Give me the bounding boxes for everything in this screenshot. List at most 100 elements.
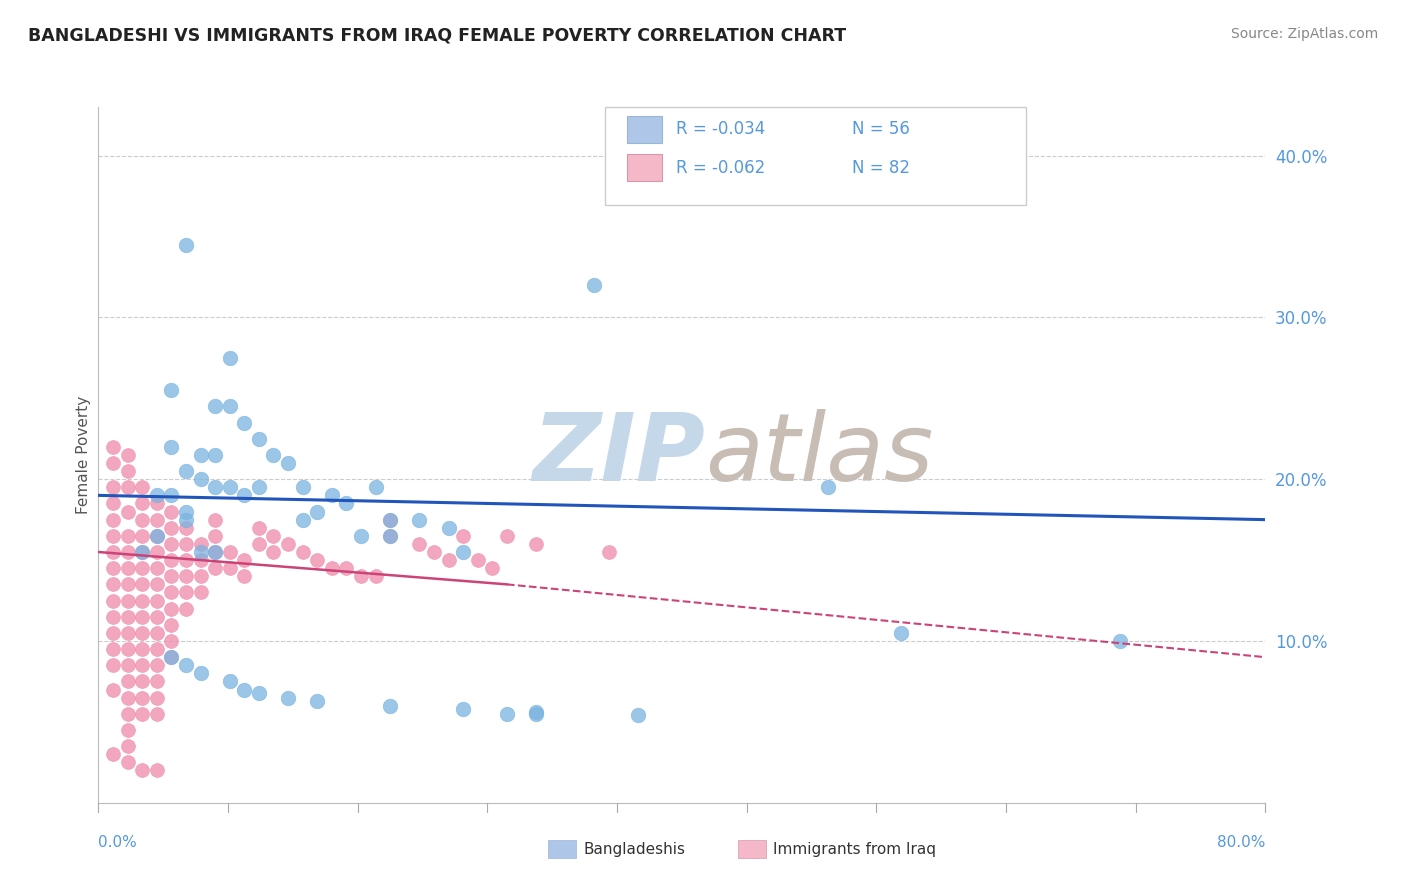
Point — [218, 480, 240, 494]
Text: N = 82: N = 82 — [852, 159, 910, 177]
Point — [218, 674, 240, 689]
Point — [174, 504, 197, 518]
Point — [101, 529, 124, 543]
Point — [524, 537, 547, 551]
Point — [583, 278, 606, 293]
Point — [190, 569, 212, 583]
Point — [307, 504, 329, 518]
Point — [117, 739, 139, 754]
Text: N = 56: N = 56 — [852, 120, 910, 138]
Text: ZIP: ZIP — [533, 409, 706, 501]
Point — [101, 682, 124, 697]
Point — [160, 440, 183, 454]
Point — [524, 705, 547, 719]
Point — [378, 513, 402, 527]
Point — [160, 537, 183, 551]
Point — [117, 504, 139, 518]
Point — [277, 537, 299, 551]
Point — [117, 609, 139, 624]
Point — [437, 553, 460, 567]
Point — [423, 545, 446, 559]
Point — [131, 658, 153, 673]
Point — [335, 496, 357, 510]
Point — [101, 440, 124, 454]
Point — [204, 561, 226, 575]
Text: R = -0.034: R = -0.034 — [676, 120, 765, 138]
Point — [131, 674, 153, 689]
Point — [101, 480, 124, 494]
Point — [146, 706, 169, 721]
Point — [1108, 634, 1130, 648]
Point — [131, 545, 153, 559]
Point — [146, 626, 169, 640]
Point — [160, 553, 183, 567]
Point — [247, 686, 270, 700]
Point — [233, 488, 256, 502]
Point — [101, 561, 124, 575]
Point — [378, 529, 402, 543]
Point — [101, 577, 124, 591]
Point — [117, 529, 139, 543]
Point — [408, 513, 430, 527]
Point — [117, 674, 139, 689]
Point — [101, 609, 124, 624]
Point — [524, 706, 547, 721]
Text: 0.0%: 0.0% — [98, 836, 138, 850]
Point — [190, 666, 212, 681]
Point — [277, 690, 299, 705]
Point — [131, 577, 153, 591]
Point — [291, 545, 314, 559]
Point — [890, 626, 912, 640]
Point — [146, 609, 169, 624]
Text: BANGLADESHI VS IMMIGRANTS FROM IRAQ FEMALE POVERTY CORRELATION CHART: BANGLADESHI VS IMMIGRANTS FROM IRAQ FEMA… — [28, 27, 846, 45]
Point — [247, 537, 270, 551]
Point — [160, 601, 183, 615]
Point — [117, 448, 139, 462]
Point — [131, 764, 153, 778]
Point — [262, 529, 284, 543]
Point — [174, 237, 197, 252]
Point — [174, 569, 197, 583]
Point — [131, 593, 153, 607]
Point — [146, 545, 169, 559]
Point — [160, 585, 183, 599]
Point — [101, 496, 124, 510]
Point — [364, 569, 387, 583]
Point — [160, 488, 183, 502]
Point — [146, 529, 169, 543]
Point — [277, 456, 299, 470]
Point — [262, 545, 284, 559]
Point — [101, 642, 124, 657]
Point — [204, 545, 226, 559]
Point — [451, 545, 474, 559]
Point — [146, 577, 169, 591]
Point — [174, 521, 197, 535]
Point — [117, 561, 139, 575]
Point — [378, 513, 402, 527]
Point — [204, 480, 226, 494]
Point — [131, 609, 153, 624]
Point — [437, 521, 460, 535]
Point — [131, 529, 153, 543]
Point — [190, 448, 212, 462]
Point — [233, 553, 256, 567]
Point — [233, 416, 256, 430]
Point — [335, 561, 357, 575]
Point — [117, 577, 139, 591]
Point — [146, 674, 169, 689]
Text: 80.0%: 80.0% — [1218, 836, 1265, 850]
Point — [131, 690, 153, 705]
Point — [190, 537, 212, 551]
Point — [364, 480, 387, 494]
Point — [321, 561, 343, 575]
Point — [204, 400, 226, 414]
Point — [218, 351, 240, 365]
Point — [131, 642, 153, 657]
Point — [146, 690, 169, 705]
Point — [481, 561, 503, 575]
Point — [190, 472, 212, 486]
Point — [101, 513, 124, 527]
Point — [451, 529, 474, 543]
Point — [146, 642, 169, 657]
Point — [160, 521, 183, 535]
